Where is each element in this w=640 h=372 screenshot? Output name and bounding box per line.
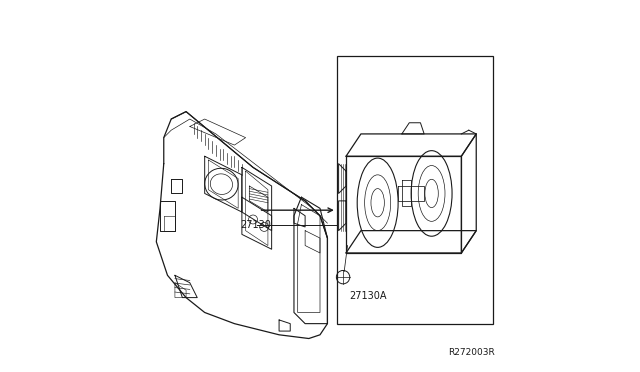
Text: 27130: 27130 — [240, 220, 271, 230]
Text: R272003R: R272003R — [448, 348, 495, 357]
Bar — [337, 56, 493, 324]
Text: 27130A: 27130A — [349, 291, 387, 301]
